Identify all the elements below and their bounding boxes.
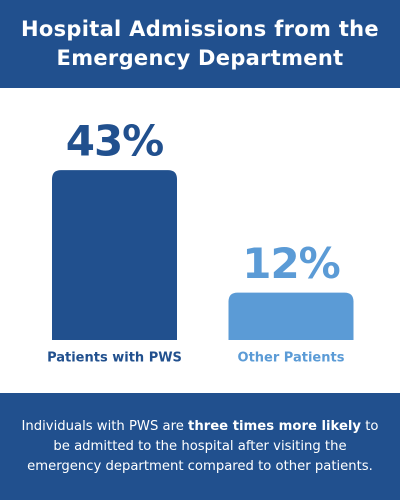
note: Individuals with PWS are three times mor… <box>15 417 385 477</box>
header: Hospital Admissions from the Emergency D… <box>0 0 400 88</box>
note-text: to be admitted to the hospital after vis… <box>27 418 379 474</box>
chart-title: Hospital Admissions from the Emergency D… <box>21 17 379 70</box>
bar <box>52 170 177 340</box>
note-emphasis: three times more likely <box>188 418 362 434</box>
value-label: 12% <box>242 239 340 288</box>
note-text: Individuals with PWS are <box>21 418 189 434</box>
footer: Individuals with PWS are three times mor… <box>0 393 400 500</box>
value-label: 43% <box>66 117 164 166</box>
bar <box>228 292 354 340</box>
x-tick-label: Other Patients <box>238 351 345 366</box>
x-tick-label: Patients with PWS <box>47 351 182 366</box>
chart: 43% Patients with PWS 12% Other Patients <box>47 117 354 366</box>
